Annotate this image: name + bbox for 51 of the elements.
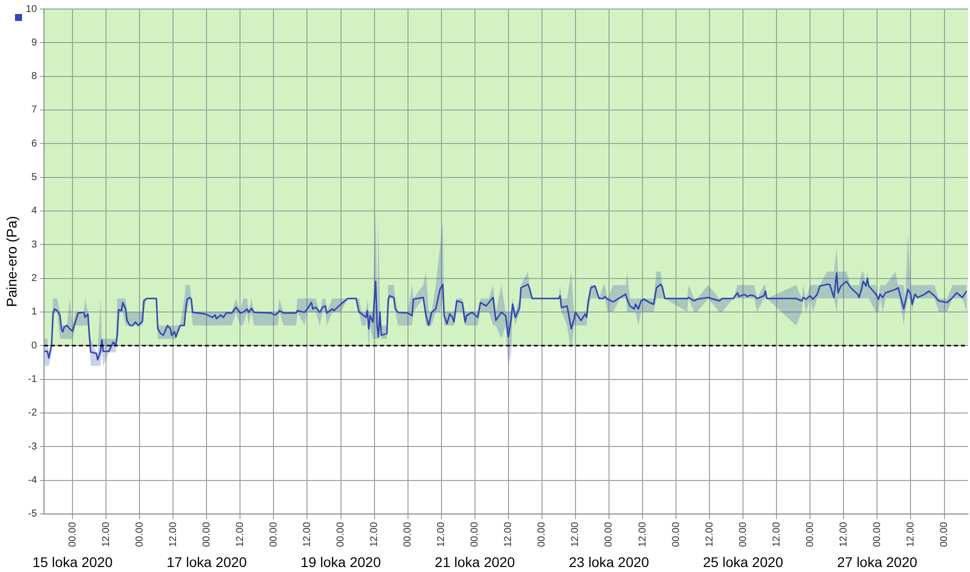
y-tick-label: -4 [28, 475, 38, 486]
y-tick-label: -5 [28, 508, 38, 520]
x-tick-label: 00.00 [604, 522, 615, 548]
x-tick-label: 12.00 [838, 522, 850, 548]
x-tick-label: 00.00 [268, 522, 280, 548]
x-tick-label: 12.00 [436, 522, 448, 548]
x-tick-label: 00.00 [201, 522, 212, 548]
x-tick-label: 00.00 [134, 522, 146, 548]
y-tick-label: 8 [31, 71, 38, 82]
x-tick-label: 12.00 [771, 522, 782, 548]
x-tick-label: 00.00 [470, 522, 481, 548]
y-tick-label: 3 [31, 239, 38, 250]
y-tick-label: 4 [31, 206, 38, 217]
x-tick-label: 00.00 [67, 522, 78, 548]
y-tick-label: 7 [31, 104, 38, 116]
x-tick-label: 12.00 [704, 522, 716, 548]
x-tick-label: 12.00 [637, 522, 648, 548]
x-tick-label: 00.00 [536, 522, 548, 548]
y-tick-label: -3 [28, 441, 38, 452]
x-tick-label: 12.00 [503, 522, 514, 548]
y-tick-label: 1 [31, 306, 38, 318]
x-tick-label: 12.00 [302, 522, 313, 548]
x-tick-label: 00.00 [670, 522, 682, 548]
x-tick-label: 12.00 [369, 522, 380, 548]
x-tick-label: 12.00 [234, 522, 246, 548]
x-tick-label: 00.00 [804, 522, 816, 548]
text: 27 loka 2020 [837, 554, 918, 570]
y-tick-label: 2 [31, 273, 38, 284]
x-tick-label: 00.00 [738, 522, 749, 548]
y-tick-label: -2 [28, 408, 38, 419]
text: 21 loka 2020 [434, 554, 516, 570]
x-tick-label: 12.00 [100, 522, 112, 548]
y-tick-label: 10 [26, 4, 38, 15]
x-tick-label: 00.00 [402, 522, 414, 548]
x-tick-label: 12.00 [168, 522, 179, 548]
text: 25 loka 2020 [703, 554, 784, 570]
x-tick-label: 00.00 [939, 522, 950, 548]
text: 15 loka 2020 [32, 554, 113, 570]
text: 17 loka 2020 [166, 554, 247, 570]
x-tick-label: 12.00 [905, 522, 916, 548]
y-tick-label: -1 [28, 374, 38, 386]
y-axis-title: Paine-ero (Pa) [3, 216, 20, 308]
y-tick-label: 9 [31, 37, 38, 48]
text: 23 loka 2020 [568, 554, 650, 570]
text: 19 loka 2020 [300, 554, 382, 570]
x-tick-label: 00.00 [872, 522, 883, 548]
y-tick-label: 5 [31, 172, 38, 184]
y-tick-label: 0 [31, 340, 38, 352]
x-tick-label: 12.00 [570, 522, 582, 548]
y-tick-label: 6 [31, 138, 38, 150]
x-tick-label: 00.00 [336, 522, 347, 548]
